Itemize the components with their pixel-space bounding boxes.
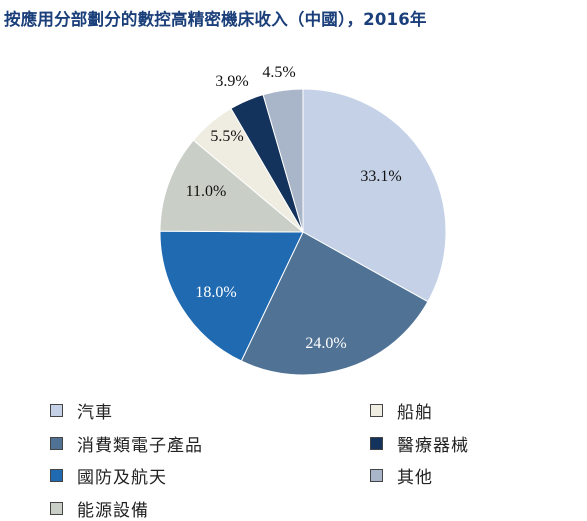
slice-label: 5.5% [210, 128, 243, 145]
legend-swatch [50, 468, 63, 482]
pie-slice [302, 88, 447, 303]
pie-slice [159, 230, 304, 362]
legend-swatch [50, 501, 63, 515]
legend-swatch [370, 468, 383, 482]
legend-item: 船舶 [370, 399, 433, 423]
legend-item: 汽車 [50, 399, 113, 423]
legend-swatch [50, 436, 63, 450]
legend-swatch [50, 403, 63, 417]
legend-label: 其他 [397, 467, 433, 488]
slice-label: 24.0% [305, 335, 346, 352]
legend-item: 能源設備 [50, 497, 149, 521]
legend-item: 其他 [370, 464, 433, 488]
legend-label: 國防及航天 [77, 467, 167, 488]
pie-slice [240, 231, 429, 376]
legend-label: 醫療器械 [397, 435, 469, 456]
pie-chart: 33.1% 24.0% 18.0% 11.0% 5.5% 3.9% 4.5% [159, 64, 447, 376]
legend-swatch [370, 436, 383, 450]
legend-label: 汽車 [77, 402, 113, 423]
legend-item: 消費類電子產品 [50, 432, 203, 456]
slice-label: 4.5% [262, 64, 295, 81]
legend-item: 國防及航天 [50, 464, 167, 488]
slice-label: 33.1% [360, 168, 401, 185]
legend-label: 消費類電子產品 [77, 435, 203, 456]
slice-label: 3.9% [215, 73, 248, 90]
slice-label: 18.0% [195, 284, 236, 301]
pie-slice [159, 139, 305, 233]
legend-swatch [370, 403, 383, 417]
slice-label: 11.0% [186, 183, 227, 200]
legend-item: 醫療器械 [370, 432, 469, 456]
legend-label: 船舶 [397, 402, 433, 423]
chart-title: 按應用分部劃分的數控高精密機床收入（中國），2016年 [4, 10, 427, 29]
pie-slice [262, 88, 304, 233]
legend-label: 能源設備 [77, 500, 149, 521]
